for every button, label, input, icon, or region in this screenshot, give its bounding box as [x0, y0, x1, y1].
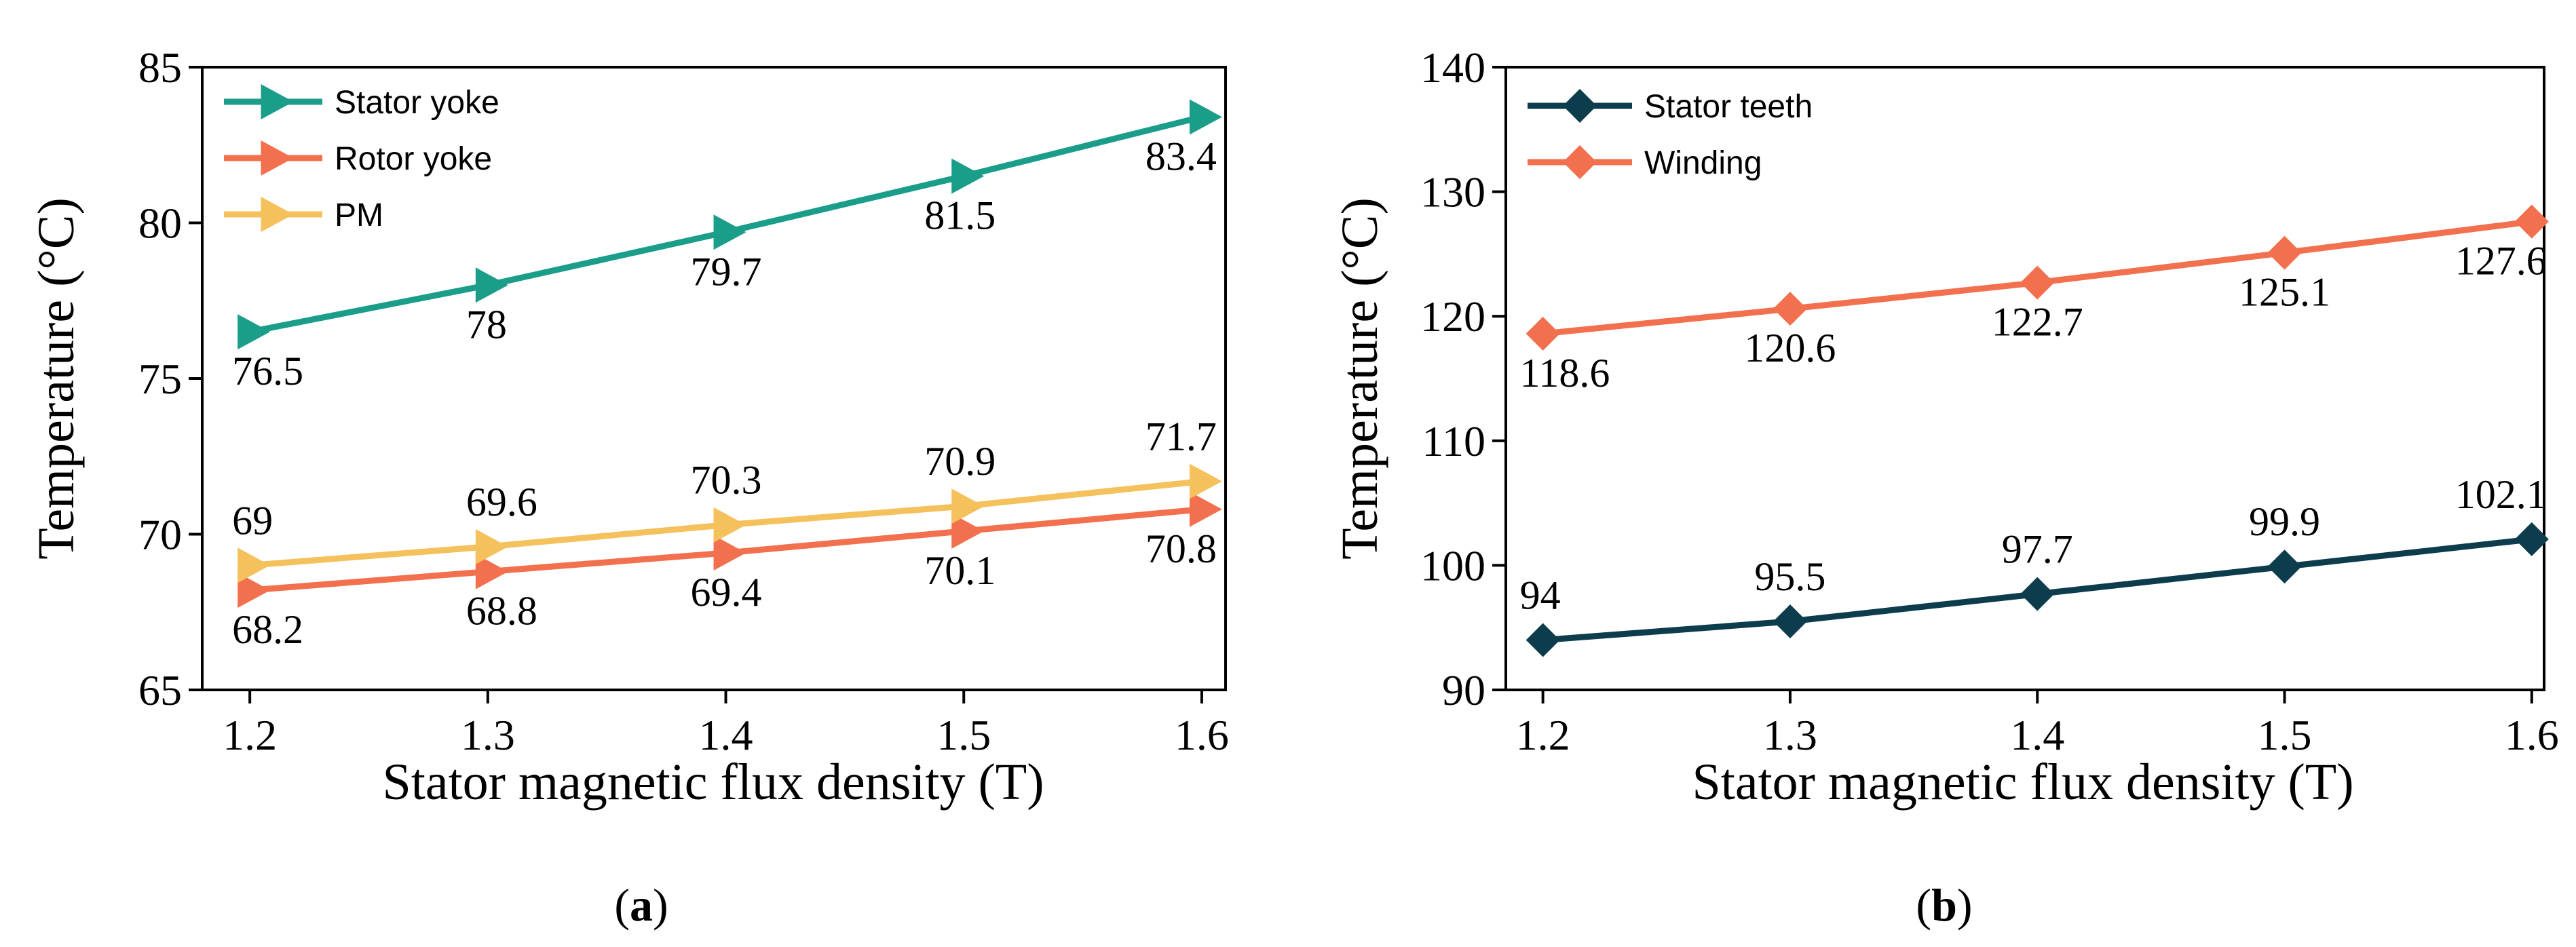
y-tick-label: 75: [138, 355, 182, 403]
x-axis-title: Stator magnetic flux density (T): [1692, 754, 2353, 811]
data-label: 78: [466, 302, 507, 347]
data-label: 69.4: [691, 570, 762, 615]
x-tick-label: 1.2: [223, 711, 277, 759]
x-tick-label: 1.3: [461, 711, 515, 759]
legend-marker: [261, 140, 294, 176]
data-label: 120.6: [1744, 326, 1836, 370]
data-point: [1189, 99, 1222, 135]
x-tick-label: 1.2: [1516, 711, 1570, 759]
data-point: [238, 314, 271, 350]
data-label: 69.6: [466, 480, 537, 524]
data-label: 71.7: [1145, 414, 1217, 459]
data-point: [1189, 463, 1222, 499]
y-tick-label: 120: [1420, 292, 1485, 341]
legend-marker: [261, 84, 294, 119]
data-point: [2514, 522, 2549, 556]
y-tick-label: 140: [1420, 43, 1485, 92]
data-label: 68.2: [232, 607, 303, 652]
data-point: [713, 507, 746, 543]
data-label: 94: [1520, 573, 1561, 618]
data-point: [475, 554, 508, 590]
x-axis-title: Stator magnetic flux density (T): [382, 754, 1044, 811]
data-label: 70.9: [924, 439, 996, 484]
data-label: 70.3: [691, 458, 762, 503]
data-point: [1773, 292, 1807, 326]
data-label: 68.8: [466, 589, 537, 634]
panel-caption: (a): [614, 879, 668, 931]
data-point: [2514, 204, 2549, 239]
plot-frame: [1504, 66, 2545, 691]
panel-caption-letter: a: [630, 879, 653, 931]
legend-marker: [1563, 145, 1597, 179]
data-point: [1773, 604, 1807, 639]
y-tick-label: 110: [1422, 417, 1485, 465]
legend-label: Stator teeth: [1644, 89, 1813, 125]
data-point: [238, 573, 271, 608]
y-axis-title: Temperature (°C): [1331, 197, 1388, 560]
data-point: [1189, 491, 1222, 527]
y-axis-title: Temperature (°C): [28, 197, 85, 560]
x-tick-label: 1.3: [1763, 711, 1817, 759]
y-tick-label: 100: [1420, 541, 1485, 590]
data-point: [475, 528, 508, 564]
x-tick-label: 1.4: [699, 711, 753, 759]
y-tick-label: 130: [1420, 168, 1485, 216]
data-point: [713, 535, 746, 571]
data-point: [951, 158, 985, 194]
panel-caption-close: ): [1957, 879, 1973, 931]
data-label: 97.7: [2002, 527, 2073, 572]
panel-caption-open: (: [1916, 879, 1931, 931]
data-point: [1526, 316, 1560, 351]
x-tick-label: 1.5: [936, 711, 991, 759]
legend-label: Stator yoke: [335, 85, 499, 121]
data-point: [2020, 265, 2055, 300]
chart-panel-a: 1.2 1.3 1.4 1.5 1.6 65 70 75 80 85 Stator magnetic…: [28, 43, 1229, 931]
data-label: 95.5: [1754, 554, 1825, 599]
data-point: [951, 488, 985, 524]
data-label: 125.1: [2239, 270, 2330, 315]
panel-caption: (b): [1916, 879, 1972, 931]
x-tick-label: 1.6: [2505, 711, 2559, 759]
data-label: 102.1: [2455, 472, 2547, 517]
legend-label: Rotor yoke: [335, 141, 492, 177]
data-label: 70.8: [1145, 526, 1217, 571]
legend-marker: [261, 197, 294, 232]
y-tick-label: 70: [138, 511, 182, 559]
data-label: 99.9: [2249, 499, 2320, 544]
y-tick-label: 85: [138, 43, 182, 92]
data-label: 76.5: [232, 349, 303, 393]
data-label: 70.1: [924, 548, 996, 593]
legend-marker: [1563, 89, 1597, 123]
data-label: 79.7: [691, 249, 762, 294]
data-point: [2020, 577, 2055, 611]
x-tick-label: 1.6: [1175, 711, 1229, 759]
data-point: [2267, 235, 2302, 270]
y-tick-label: 90: [1442, 666, 1485, 714]
panel-caption-letter: b: [1931, 879, 1957, 931]
data-point: [2267, 549, 2302, 584]
legend-label: PM: [335, 197, 383, 233]
data-point: [475, 267, 508, 303]
data-label: 83.4: [1145, 134, 1217, 178]
data-label: 118.6: [1520, 351, 1610, 395]
data-label: 122.7: [1992, 300, 2083, 345]
y-tick-label: 80: [138, 199, 182, 248]
panel-caption-close: ): [653, 879, 668, 931]
panel-caption-open: (: [614, 879, 630, 931]
data-label: 81.5: [924, 193, 996, 238]
chart-panel-b: 1.2 1.3 1.4 1.5 1.6 90 100 110 120 130 140 Stator m…: [1331, 43, 2559, 931]
x-tick-label: 1.5: [2258, 711, 2312, 759]
x-tick-label: 1.4: [2010, 711, 2064, 759]
legend-label: Winding: [1644, 145, 1762, 181]
data-label: 127.6: [2455, 239, 2547, 284]
data-point: [951, 513, 985, 549]
y-tick-label: 65: [138, 666, 182, 714]
data-point: [238, 547, 271, 583]
data-point: [713, 214, 746, 250]
data-label: 69: [232, 498, 273, 543]
data-point: [1526, 623, 1560, 657]
